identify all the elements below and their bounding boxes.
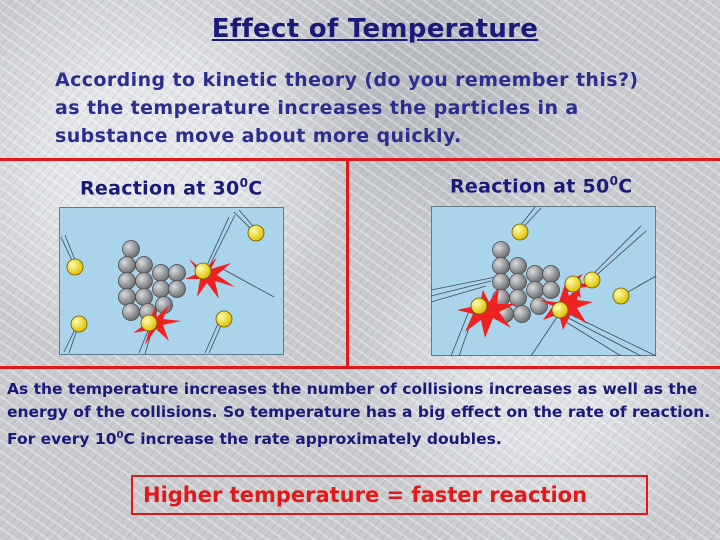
solid-cluster <box>492 241 560 323</box>
conclusion-box: Higher temperature = faster reaction <box>131 475 648 515</box>
intro-paragraph: According to kinetic theory (do you reme… <box>55 69 639 147</box>
left-caption-suffix: C <box>248 177 263 200</box>
left-caption-superscript: 0 <box>239 176 249 190</box>
left-caption: Reaction at 300C <box>80 176 262 199</box>
top-divider <box>0 158 720 161</box>
explanation-paragraph: As the temperature increases the number … <box>7 378 713 451</box>
explanation-superscript: 0 <box>116 430 124 441</box>
right-caption-prefix: Reaction at 50 <box>450 175 610 198</box>
center-divider <box>346 158 349 368</box>
reaction-30c-diagram <box>59 207 284 355</box>
reaction-50c-diagram <box>431 206 656 356</box>
right-caption: Reaction at 500C <box>450 174 632 197</box>
left-caption-prefix: Reaction at 30 <box>80 177 240 200</box>
solid-cluster <box>118 240 186 321</box>
bottom-divider <box>0 366 720 369</box>
moving-particles <box>470 223 630 319</box>
moving-particles <box>66 224 265 333</box>
right-caption-superscript: 0 <box>609 174 619 188</box>
explanation-part-2: C increase the rate approximately double… <box>123 430 502 449</box>
right-caption-suffix: C <box>618 175 633 198</box>
page-title: Effect of Temperature <box>211 14 539 44</box>
explanation-part-1: As the temperature increases the number … <box>7 380 711 449</box>
